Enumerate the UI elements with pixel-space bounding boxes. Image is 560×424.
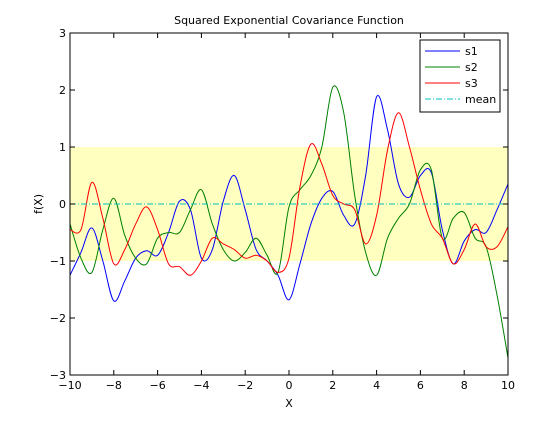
y-tick-label: 3 xyxy=(59,27,66,40)
legend-label-s2: s2 xyxy=(465,61,478,74)
legend-label-mean: mean xyxy=(465,93,496,106)
y-tick-label: 2 xyxy=(59,84,66,97)
legend-box xyxy=(419,39,501,113)
x-tick-label: 0 xyxy=(286,379,293,392)
confidence-band xyxy=(70,147,508,261)
series-line-s3 xyxy=(69,112,509,276)
legend-label-s3: s3 xyxy=(465,77,478,90)
legend: s1 s2 s3 mean xyxy=(419,39,501,113)
legend-label-s1: s1 xyxy=(465,45,478,58)
y-tick-label: 0 xyxy=(59,198,66,211)
y-tick-label: 1 xyxy=(59,141,66,154)
x-tick-label: 10 xyxy=(501,379,515,392)
y-tick-label: −3 xyxy=(50,369,66,382)
x-tick-label: 4 xyxy=(373,379,380,392)
x-tick-label: −8 xyxy=(106,379,122,392)
y-axis-label: f(X) xyxy=(32,194,45,214)
y-tick-label: −2 xyxy=(50,312,66,325)
x-tick-label: −6 xyxy=(149,379,165,392)
x-axis-label: X xyxy=(285,397,293,410)
x-tick-label: −4 xyxy=(193,379,209,392)
x-tick-label: 6 xyxy=(417,379,424,392)
x-tick-label: 2 xyxy=(329,379,336,392)
chart-title: Squared Exponential Covariance Function xyxy=(174,14,404,27)
x-tick-label: −10 xyxy=(58,379,81,392)
x-tick-label: −2 xyxy=(237,379,253,392)
y-tick-label: −1 xyxy=(50,255,66,268)
x-tick-label: 8 xyxy=(461,379,468,392)
series-line-s2 xyxy=(69,85,509,358)
